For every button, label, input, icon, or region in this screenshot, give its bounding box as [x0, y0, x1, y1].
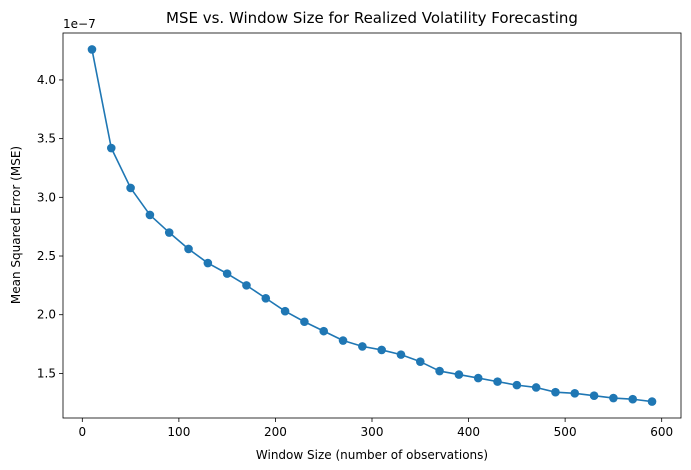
- y-tick-label: 3.5: [37, 132, 56, 146]
- data-point: [164, 228, 174, 237]
- data-point: [396, 350, 406, 359]
- y-tick-label: 1.5: [37, 366, 56, 380]
- x-axis-label: Window Size (number of observations): [256, 448, 488, 462]
- y-tick-label: 2.0: [37, 308, 56, 322]
- y-tick-label: 3.0: [37, 190, 56, 204]
- data-point: [589, 391, 599, 400]
- y-axis-label: Mean Squared Error (MSE): [9, 146, 23, 304]
- axes-frame: [62, 32, 682, 419]
- data-point: [415, 357, 425, 366]
- x-tick-label: 200: [264, 425, 287, 439]
- y-tick-label: 4.0: [37, 73, 56, 87]
- data-point: [184, 244, 193, 254]
- y-axis-offset-label: 1e−7: [63, 17, 96, 31]
- x-tick-label: 600: [650, 425, 673, 439]
- x-tick-label: 300: [361, 425, 384, 439]
- data-point: [87, 45, 97, 54]
- data-point: [145, 210, 155, 220]
- data-point: [126, 183, 135, 193]
- data-point: [628, 394, 638, 404]
- plot-area: 0 100 200 300 400 500 600 1.5 2.0 2.5 3.0 3.5 4.0: [37, 32, 682, 439]
- data-point: [222, 269, 232, 278]
- chart-title: MSE vs. Window Size for Realized Volatil…: [166, 9, 578, 27]
- data-point: [242, 281, 251, 290]
- data-point: [377, 345, 386, 355]
- data-point: [512, 380, 522, 390]
- x-tick-label: 100: [167, 425, 190, 439]
- x-tick-label: 400: [457, 425, 480, 439]
- data-point: [473, 373, 483, 383]
- data-point: [454, 370, 464, 379]
- data-point: [280, 306, 290, 316]
- data-point: [261, 293, 271, 303]
- data-point: [300, 317, 309, 327]
- data-point: [358, 342, 367, 351]
- x-tick-label: 500: [554, 425, 577, 439]
- data-point: [203, 258, 213, 268]
- data-point: [319, 326, 329, 336]
- data-point: [647, 397, 657, 406]
- data-point: [551, 387, 560, 397]
- data-point: [338, 336, 348, 345]
- data-point: [493, 377, 502, 386]
- x-tick-label: 0: [78, 425, 86, 439]
- data-point: [531, 383, 541, 392]
- data-point: [435, 366, 444, 376]
- data-point: [609, 393, 618, 403]
- data-point: [106, 143, 116, 153]
- data-point: [570, 389, 580, 398]
- y-tick-label: 2.5: [37, 249, 56, 263]
